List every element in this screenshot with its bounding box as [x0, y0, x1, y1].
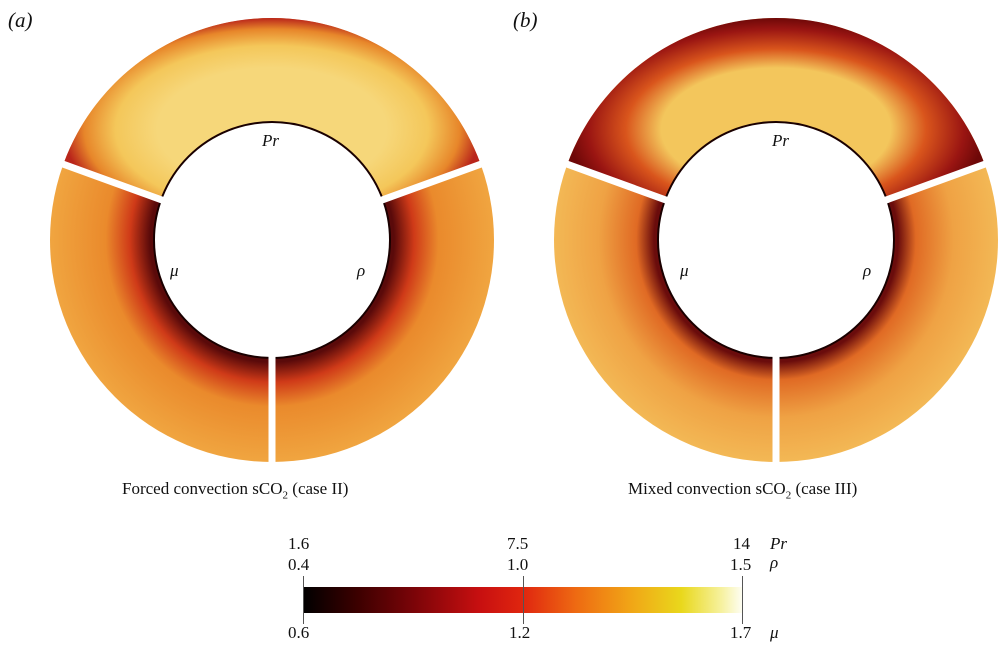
annulus-panel-b: Pr μ ρ [554, 17, 998, 466]
caption-a-case: (case II) [288, 479, 349, 498]
mu-tick-max: 1.7 [730, 623, 752, 642]
sector-label-pr-a: Pr [261, 131, 279, 150]
caption-a-sub: 2 [282, 489, 289, 502]
colorbar-tick-mid [523, 576, 524, 624]
pr-tick-max: 14 [733, 534, 750, 553]
colorbar-tick-right [742, 576, 743, 624]
pr-variable-label: Pr [770, 534, 787, 553]
rho-tick-max: 1.5 [730, 555, 752, 574]
pr-tick-min: 1.6 [288, 534, 310, 553]
caption-b-main: Mixed convection sCO [628, 479, 786, 498]
sector-label-mu-a: μ [169, 261, 179, 280]
colorbar-tick-left [303, 576, 304, 624]
sector-label-rho-b: ρ [862, 261, 871, 280]
caption-b-case: (case III) [791, 479, 858, 498]
pr-tick-mid: 7.5 [507, 534, 529, 553]
mu-tick-mid: 1.2 [509, 623, 531, 642]
caption-panel-a: Forced convection sCO2 (case II) [122, 479, 348, 501]
rho-variable-label: ρ [770, 553, 779, 572]
mu-variable-label: μ [770, 623, 779, 642]
caption-panel-b: Mixed convection sCO2 (case III) [628, 479, 857, 501]
rho-tick-mid: 1.0 [507, 555, 529, 574]
sector-label-mu-b: μ [679, 261, 689, 280]
panel-b-label: (b) [513, 8, 538, 32]
caption-a-main: Forced convection sCO [122, 479, 283, 498]
annulus-panel-a: Pr μ ρ [50, 17, 494, 466]
rho-tick-min: 0.4 [288, 555, 310, 574]
mu-tick-min: 0.6 [288, 623, 310, 642]
caption-b-sub: 2 [785, 489, 792, 502]
sector-label-pr-b: Pr [771, 131, 789, 150]
sector-label-rho-a: ρ [356, 261, 365, 280]
panel-a-label: (a) [8, 8, 33, 32]
